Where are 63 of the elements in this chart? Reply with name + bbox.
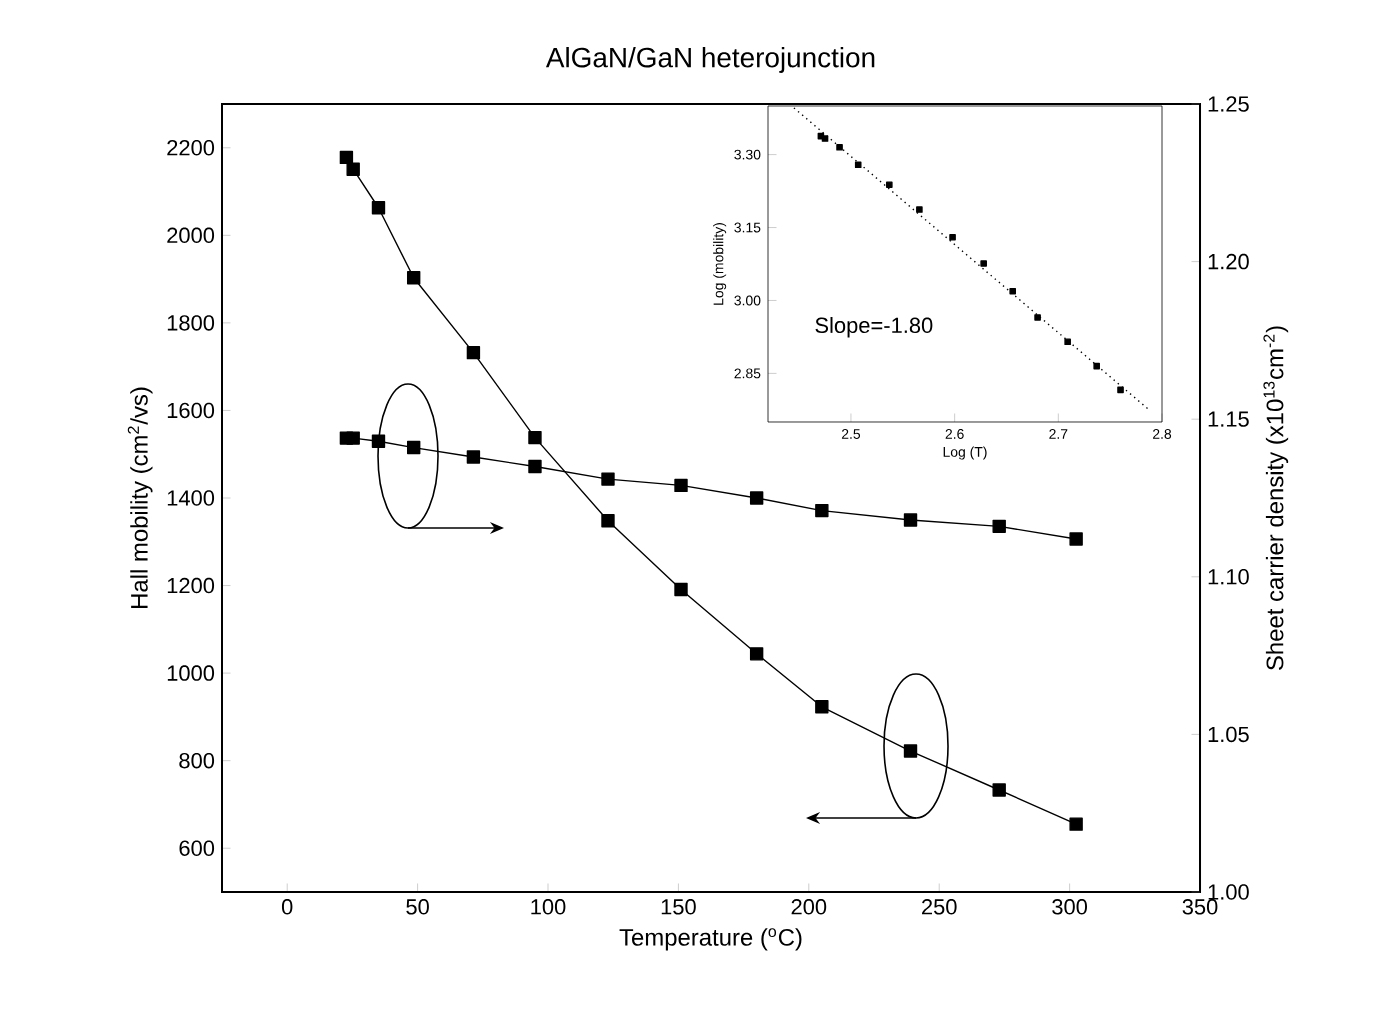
point [1093, 362, 1100, 370]
x-tick-label: 50 [406, 899, 429, 915]
x-tick-label: 250 [922, 899, 957, 915]
point [407, 440, 421, 455]
point [854, 161, 862, 169]
y2-tick-label: 1.10 [1208, 569, 1249, 585]
point [346, 162, 360, 176]
x-tick-label: 0 [281, 899, 293, 915]
x-tick-label: 100 [531, 899, 566, 915]
y2-tick-label: 1.00 [1208, 884, 1249, 900]
point [886, 181, 893, 189]
y-tick-label: 1400 [167, 490, 215, 506]
point [903, 744, 918, 758]
point [815, 700, 829, 714]
point [406, 271, 421, 285]
point [992, 783, 1006, 797]
point [674, 582, 688, 597]
point [916, 206, 923, 213]
point [528, 459, 542, 474]
y-tick-label: 600 [179, 840, 215, 856]
point [815, 503, 829, 518]
y2-tick-label: 1.20 [1208, 253, 1249, 270]
point [601, 472, 615, 486]
point [749, 647, 764, 661]
x-tick-label: 200 [791, 899, 827, 915]
point [528, 430, 542, 445]
y2-axis-title: Sheet carrier density (x10$^{13}$cm$^{-2}$) [1263, 326, 1289, 670]
y2-tick-label: 1.15 [1208, 411, 1249, 427]
point [466, 345, 481, 360]
point [674, 478, 688, 493]
point [1069, 817, 1083, 831]
x-tick-label: 350 [1182, 899, 1218, 915]
point [466, 450, 481, 464]
point [371, 201, 386, 215]
point [339, 150, 354, 165]
point [992, 519, 1006, 534]
y-tick-label: 1000 [167, 665, 215, 681]
point [1009, 287, 1016, 295]
point [903, 513, 918, 527]
point [1069, 532, 1083, 546]
point [601, 514, 615, 528]
x-axis-title: Temperature ($^{o}$C) [619, 928, 802, 951]
y-tick-label: 1200 [167, 577, 215, 594]
point [949, 233, 956, 241]
chart-title: AlGaN/GaN heterojunction [545, 46, 875, 73]
point [980, 260, 987, 267]
y-tick-label: 1800 [167, 315, 215, 331]
point [1034, 314, 1041, 321]
y-tick-label: 800 [179, 752, 215, 769]
y-axis-title: Hall mobility (cm$^{2}$/vs) [127, 387, 153, 608]
point [1064, 338, 1071, 346]
point [836, 144, 843, 151]
y-tick-label: 1600 [167, 402, 215, 419]
annotation: Slope=-1.80 [815, 316, 933, 338]
y-tick-label: 2200 [167, 140, 215, 156]
y-tick-label: 2000 [167, 227, 215, 244]
x-tick-label: 300 [1052, 899, 1088, 915]
y2-tick-label: 1.25 [1208, 96, 1249, 112]
point [346, 431, 360, 445]
point [749, 491, 764, 505]
point [1117, 386, 1124, 394]
y2-tick-label: 1.05 [1208, 726, 1249, 743]
x-tick-label: 150 [661, 899, 696, 915]
